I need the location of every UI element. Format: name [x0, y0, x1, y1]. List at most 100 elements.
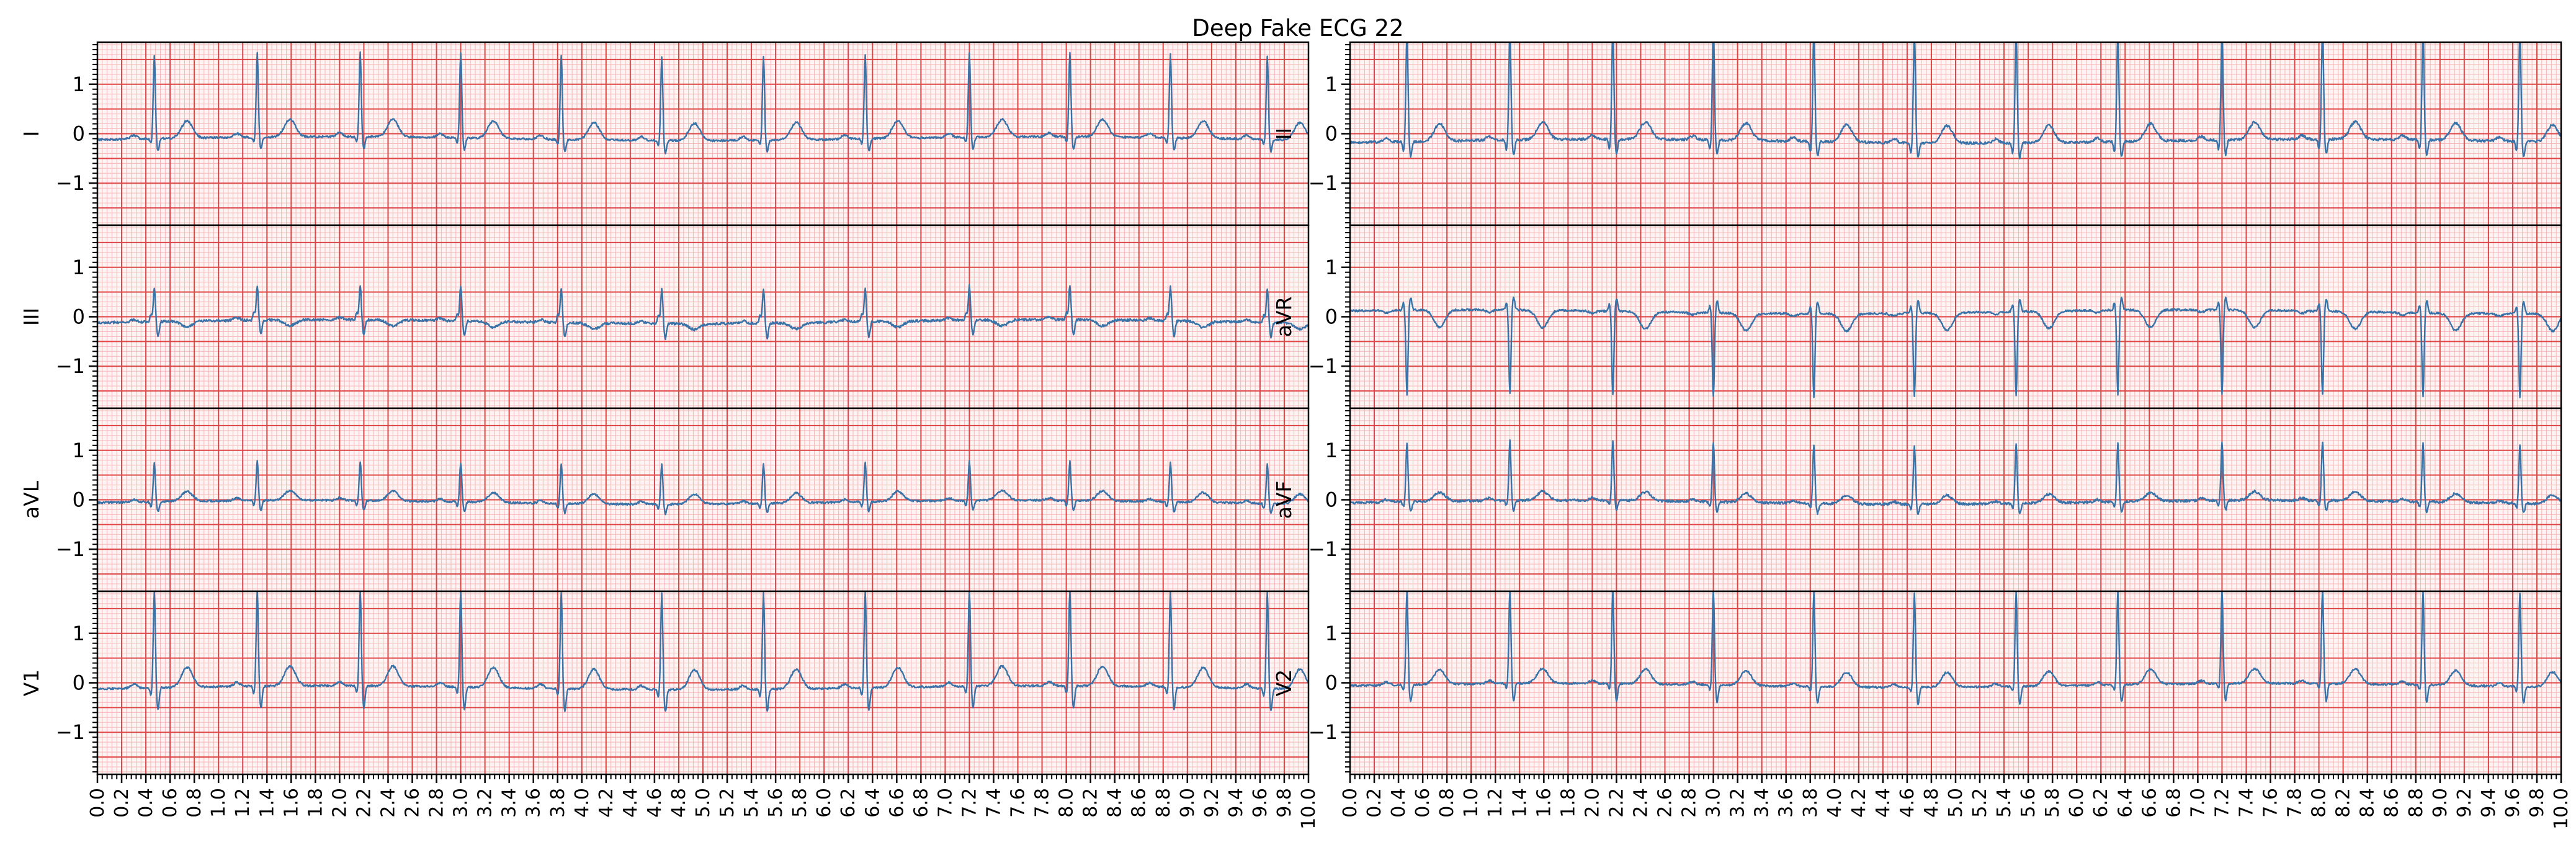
- x-tick-label: 0.2: [111, 788, 133, 818]
- x-tick-label: 1.4: [1509, 788, 1531, 818]
- x-tick-label: 1.8: [305, 788, 326, 818]
- grid-major: [97, 408, 1308, 591]
- ecg-trace-avr: [1350, 296, 2561, 399]
- x-tick-label: 5.4: [741, 788, 763, 818]
- x-tick-label: 0.4: [1388, 788, 1410, 818]
- y-axis-ticks: [92, 593, 97, 773]
- x-tick-label: 2.8: [1679, 788, 1701, 818]
- x-tick-label: 3.4: [1751, 788, 1773, 818]
- ecg-trace-avl: [97, 460, 1308, 516]
- x-tick-label: 8.0: [1056, 788, 1078, 818]
- x-tick-label: 8.4: [2357, 788, 2379, 818]
- x-tick-label: 4.0: [1824, 788, 1846, 818]
- x-tick-label: 4.0: [571, 788, 593, 818]
- y-tick-label: −1: [1308, 720, 1338, 744]
- x-tick-label: 9.2: [1201, 788, 1223, 818]
- x-tick-label: 9.0: [2430, 788, 2451, 818]
- x-tick-label: 10.0: [1298, 788, 1320, 830]
- x-tick-label: 2.4: [1630, 788, 1652, 818]
- x-tick-label: 4.6: [644, 788, 666, 818]
- x-tick-label: 5.6: [765, 788, 787, 818]
- y-tick-label: 1: [1325, 256, 1338, 279]
- x-tick-label: 4.8: [1921, 788, 1943, 818]
- x-tick-label: 0.6: [1412, 788, 1434, 818]
- lead-label-v1: V1: [19, 669, 43, 697]
- x-tick-label: 3.4: [499, 788, 521, 818]
- y-tick-label: 0: [73, 671, 85, 695]
- x-tick-label: 1.4: [256, 788, 278, 818]
- x-tick-label: 0.0: [87, 788, 109, 818]
- x-tick-label: 2.0: [1581, 788, 1603, 818]
- x-tick-label: 7.4: [2235, 788, 2257, 818]
- x-tick-label: 8.6: [2381, 788, 2403, 818]
- chart-title: Deep Fake ECG 22: [1192, 15, 1403, 42]
- x-tick-label: 9.6: [1250, 788, 1271, 818]
- y-tick-label: 0: [1325, 488, 1338, 512]
- ecg-panel-avl: 1 0 −1 aVL: [19, 407, 1310, 593]
- y-tick-label: 0: [1325, 671, 1338, 695]
- x-tick-label: 3.6: [1776, 788, 1797, 818]
- x-tick-label: 4.4: [620, 788, 642, 818]
- x-tick-label: 6.2: [838, 788, 859, 818]
- x-tick-label: 8.0: [2309, 788, 2330, 818]
- x-tick-label: 1.8: [1557, 788, 1579, 818]
- x-tick-label: 2.2: [1606, 788, 1627, 818]
- x-tick-label: 4.2: [596, 788, 617, 818]
- x-tick-label: 3.8: [1800, 788, 1822, 818]
- y-tick-label: 0: [1325, 305, 1338, 329]
- ecg-panel-v2: 1 0 −1 V2: [1272, 590, 2562, 776]
- x-tick-label: 4.6: [1897, 788, 1918, 818]
- lead-label-avf: aVF: [1272, 481, 1296, 519]
- x-tick-label: 9.6: [2502, 788, 2524, 818]
- x-tick-label: 3.2: [1727, 788, 1749, 818]
- x-tick-label: 7.8: [2284, 788, 2306, 818]
- x-tick-label: 9.4: [2478, 788, 2500, 818]
- ecg-trace-iii: [97, 284, 1308, 341]
- ecg-trace-avf: [1350, 439, 2561, 516]
- x-tick-label: 0.0: [1339, 788, 1361, 818]
- x-tick-label: 4.8: [668, 788, 690, 818]
- x-tick-label: 1.0: [1460, 788, 1482, 818]
- x-tick-label: 3.0: [1703, 788, 1725, 818]
- x-tick-label: 9.0: [1177, 788, 1199, 818]
- x-tick-label: 6.6: [886, 788, 908, 818]
- ecg-panel-i: 1 0 −1 I: [19, 41, 1310, 226]
- y-tick-label: 1: [1325, 73, 1338, 96]
- x-tick-label: 5.6: [2018, 788, 2039, 818]
- x-tick-label: 9.2: [2454, 788, 2475, 818]
- x-tick-label: 0.6: [159, 788, 181, 818]
- x-tick-label: 5.0: [1945, 788, 1967, 818]
- x-axis-col-1: 0.0 0.2 0.4 0.6 0.8 1.0 1.2 1.4 1.6 1.8 2.0 2.2 2.4 2…: [87, 774, 1320, 830]
- ecg-panel-iii: 1 0 −1 III: [19, 224, 1310, 410]
- x-tick-label: 9.4: [1225, 788, 1247, 818]
- y-tick-label: 1: [73, 256, 85, 279]
- y-tick-label: 1: [1325, 439, 1338, 462]
- x-tick-label: 1.2: [232, 788, 254, 818]
- x-tick-label: 8.8: [1153, 788, 1174, 818]
- x-tick-label: 0.4: [135, 788, 157, 818]
- x-tick-label: 6.6: [2139, 788, 2160, 818]
- lead-label-v2: V2: [1272, 669, 1296, 697]
- x-tick-label: 6.2: [2090, 788, 2112, 818]
- y-tick-label: −1: [56, 720, 85, 744]
- x-tick-label: 7.6: [1008, 788, 1029, 818]
- x-tick-label: 4.4: [1872, 788, 1894, 818]
- x-tick-label: 0.8: [1436, 788, 1458, 818]
- y-tick-label: 1: [73, 622, 85, 645]
- y-tick-label: 1: [73, 73, 85, 96]
- x-tick-label: 2.0: [329, 788, 351, 818]
- x-tick-label: 3.0: [450, 788, 472, 818]
- x-tick-label: 5.8: [789, 788, 811, 818]
- x-tick-label: 2.8: [426, 788, 448, 818]
- ecg-trace-v2: [1350, 591, 2561, 705]
- ecg-panel-avr: 1 0 −1 aVR: [1272, 224, 2562, 410]
- ecg-trace-ii: [1350, 42, 2561, 159]
- x-tick-label: 8.2: [1080, 788, 1102, 818]
- x-tick-label: 3.6: [523, 788, 545, 818]
- lead-label-avl: aVL: [19, 480, 43, 519]
- grid-major: [1350, 42, 2561, 225]
- x-axis-col-2: 0.0 0.2 0.4 0.6 0.8 1.0 1.2 1.4 1.6 1.8 2.0 2.2 2.4 2…: [1339, 774, 2572, 830]
- ecg-panel-v1: 1 0 −1 V1: [19, 590, 1310, 776]
- grid-major: [97, 591, 1308, 774]
- x-tick-label: 5.8: [2042, 788, 2064, 818]
